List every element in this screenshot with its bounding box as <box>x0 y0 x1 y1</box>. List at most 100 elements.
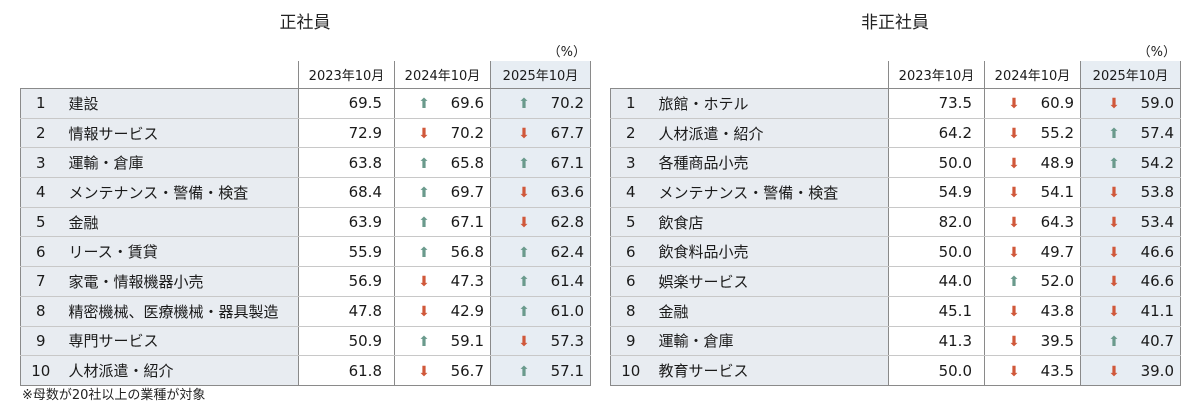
rank-cell: 4 <box>610 177 651 208</box>
industry-name: 家電・情報機器小売 <box>60 266 299 297</box>
value-cell-2023: 68.4 <box>298 177 395 208</box>
value-cell-2023: 63.9 <box>298 207 395 238</box>
arrow-up-icon: ⬆ <box>518 363 530 380</box>
value-cell-2024: ⬆ 69.7 <box>394 177 491 208</box>
value-cell-2025: ⬇ 53.8 <box>1080 177 1181 208</box>
arrow-down-icon: ⬇ <box>518 333 530 350</box>
industry-name: 人材派遣・紹介 <box>60 355 299 386</box>
table-row: 8 精密機械、医療機械・器具製造 47.8 ⬇ 42.9 ⬆ 61.0 <box>20 296 591 327</box>
rank-cell: 8 <box>610 296 651 327</box>
rank-cell: 6 <box>610 266 651 297</box>
value-cell-2024: ⬆ 65.8 <box>394 147 491 179</box>
rank-cell: 9 <box>20 326 61 357</box>
industry-name: 飲食料品小売 <box>650 236 889 268</box>
value-cell-2024: ⬆ 52.0 <box>984 266 1081 297</box>
value-2025: 62.8 <box>550 213 584 232</box>
header-blank <box>610 61 889 89</box>
arrow-up-icon: ⬆ <box>418 215 430 232</box>
value-2025: 54.2 <box>1140 153 1174 172</box>
value-cell-2024: ⬆ 69.6 <box>394 88 491 119</box>
arrow-down-icon: ⬇ <box>1008 126 1020 143</box>
industry-name: 運輸・倉庫 <box>60 147 299 179</box>
value-2024: 67.1 <box>450 213 484 232</box>
table-row: 3 各種商品小売 50.0 ⬇ 48.9 ⬆ 54.2 <box>610 147 1181 179</box>
arrow-down-icon: ⬇ <box>1008 155 1020 172</box>
value-2024: 56.8 <box>450 242 484 261</box>
industry-name: 建設 <box>60 88 299 119</box>
value-cell-2025: ⬆ 70.2 <box>490 88 591 119</box>
table-row: 2 情報サービス 72.9 ⬇ 70.2 ⬇ 67.7 <box>20 118 591 149</box>
table-row: 4 メンテナンス・警備・検査 68.4 ⬆ 69.7 ⬇ 63.6 <box>20 177 591 208</box>
value-cell-2024: ⬇ 64.3 <box>984 207 1081 238</box>
value-2024: 69.6 <box>450 94 484 113</box>
header-2023: 2023年10月 <box>298 61 395 89</box>
value-cell-2023: 63.8 <box>298 147 395 179</box>
table-row: 6 飲食料品小売 50.0 ⬇ 49.7 ⬇ 46.6 <box>610 236 1181 268</box>
value-2024: 59.1 <box>450 331 484 350</box>
arrow-up-icon: ⬆ <box>518 304 530 321</box>
rank-cell: 4 <box>20 177 61 208</box>
value-2025: 63.6 <box>550 183 584 202</box>
arrow-up-icon: ⬆ <box>1108 155 1120 172</box>
value-2025: 67.7 <box>550 124 584 143</box>
arrow-down-icon: ⬇ <box>518 185 530 202</box>
table-row: 3 運輸・倉庫 63.8 ⬆ 65.8 ⬆ 67.1 <box>20 147 591 179</box>
value-cell-2023: 50.0 <box>888 147 985 179</box>
value-cell-2025: ⬆ 40.7 <box>1080 326 1181 357</box>
value-cell-2024: ⬇ 43.8 <box>984 296 1081 327</box>
value-cell-2024: ⬇ 70.2 <box>394 118 491 149</box>
value-cell-2023: 56.9 <box>298 266 395 297</box>
rank-cell: 3 <box>610 147 651 179</box>
industry-name: 運輸・倉庫 <box>650 326 889 357</box>
arrow-down-icon: ⬇ <box>518 126 530 143</box>
table-row: 2 人材派遣・紹介 64.2 ⬇ 55.2 ⬆ 57.4 <box>610 118 1181 149</box>
industry-name: 娯楽サービス <box>650 266 889 297</box>
arrow-down-icon: ⬇ <box>1008 304 1020 321</box>
value-2025: 62.4 <box>550 242 584 261</box>
arrow-down-icon: ⬇ <box>418 126 430 143</box>
table-row: 6 リース・賃貸 55.9 ⬆ 56.8 ⬆ 62.4 <box>20 236 591 268</box>
value-cell-2024: ⬇ 54.1 <box>984 177 1081 208</box>
ranking-table: 2023年10月 2024年10月 2025年10月 1 建設 69.5 ⬆ 69.6 ⬆… <box>20 61 591 386</box>
value-2024: 70.2 <box>450 124 484 143</box>
value-cell-2025: ⬆ 62.4 <box>490 236 591 268</box>
table-row: 9 専門サービス 50.9 ⬆ 59.1 ⬇ 57.3 <box>20 326 591 357</box>
arrow-down-icon: ⬇ <box>1108 96 1120 113</box>
table-row: 5 金融 63.9 ⬆ 67.1 ⬇ 62.8 <box>20 207 591 238</box>
value-2025: 59.0 <box>1140 94 1174 113</box>
value-cell-2023: 69.5 <box>298 88 395 119</box>
rank-cell: 8 <box>20 296 61 327</box>
value-2025: 57.4 <box>1140 124 1174 143</box>
value-2024: 47.3 <box>450 272 484 291</box>
value-2024: 69.7 <box>450 183 484 202</box>
table-body: 1 建設 69.5 ⬆ 69.6 ⬆ 70.2 2 情報サービス 72.9 ⬇ 70.2 ⬇ 67.7 3 運… <box>20 88 591 386</box>
panel-title: 正社員 <box>279 13 331 33</box>
header-2025: 2025年10月 <box>1080 61 1181 89</box>
value-cell-2023: 50.9 <box>298 326 395 357</box>
value-cell-2025: ⬆ 67.1 <box>490 147 591 179</box>
arrow-down-icon: ⬇ <box>1108 215 1120 232</box>
industry-name: 人材派遣・紹介 <box>650 118 889 149</box>
footnote: ※母数が20社以上の業種が対象 <box>22 388 206 403</box>
arrow-up-icon: ⬆ <box>518 274 530 291</box>
arrow-down-icon: ⬇ <box>418 304 430 321</box>
value-2025: 57.3 <box>550 331 584 350</box>
value-cell-2024: ⬇ 48.9 <box>984 147 1081 179</box>
value-cell-2025: ⬇ 57.3 <box>490 326 591 357</box>
arrow-down-icon: ⬇ <box>1008 333 1020 350</box>
value-2025: 53.4 <box>1140 213 1174 232</box>
value-cell-2023: 82.0 <box>888 207 985 238</box>
arrow-down-icon: ⬇ <box>1008 96 1020 113</box>
industry-name: 専門サービス <box>60 326 299 357</box>
value-cell-2024: ⬇ 39.5 <box>984 326 1081 357</box>
value-cell-2025: ⬇ 63.6 <box>490 177 591 208</box>
value-cell-2024: ⬇ 55.2 <box>984 118 1081 149</box>
rank-cell: 2 <box>610 118 651 149</box>
rank-cell: 2 <box>20 118 61 149</box>
value-2025: 41.1 <box>1140 302 1174 321</box>
arrow-up-icon: ⬆ <box>518 244 530 261</box>
table-row: 1 建設 69.5 ⬆ 69.6 ⬆ 70.2 <box>20 88 591 119</box>
table-row: 10 教育サービス 50.0 ⬇ 43.5 ⬇ 39.0 <box>610 355 1181 386</box>
arrow-up-icon: ⬆ <box>518 155 530 172</box>
arrow-down-icon: ⬇ <box>418 274 430 291</box>
